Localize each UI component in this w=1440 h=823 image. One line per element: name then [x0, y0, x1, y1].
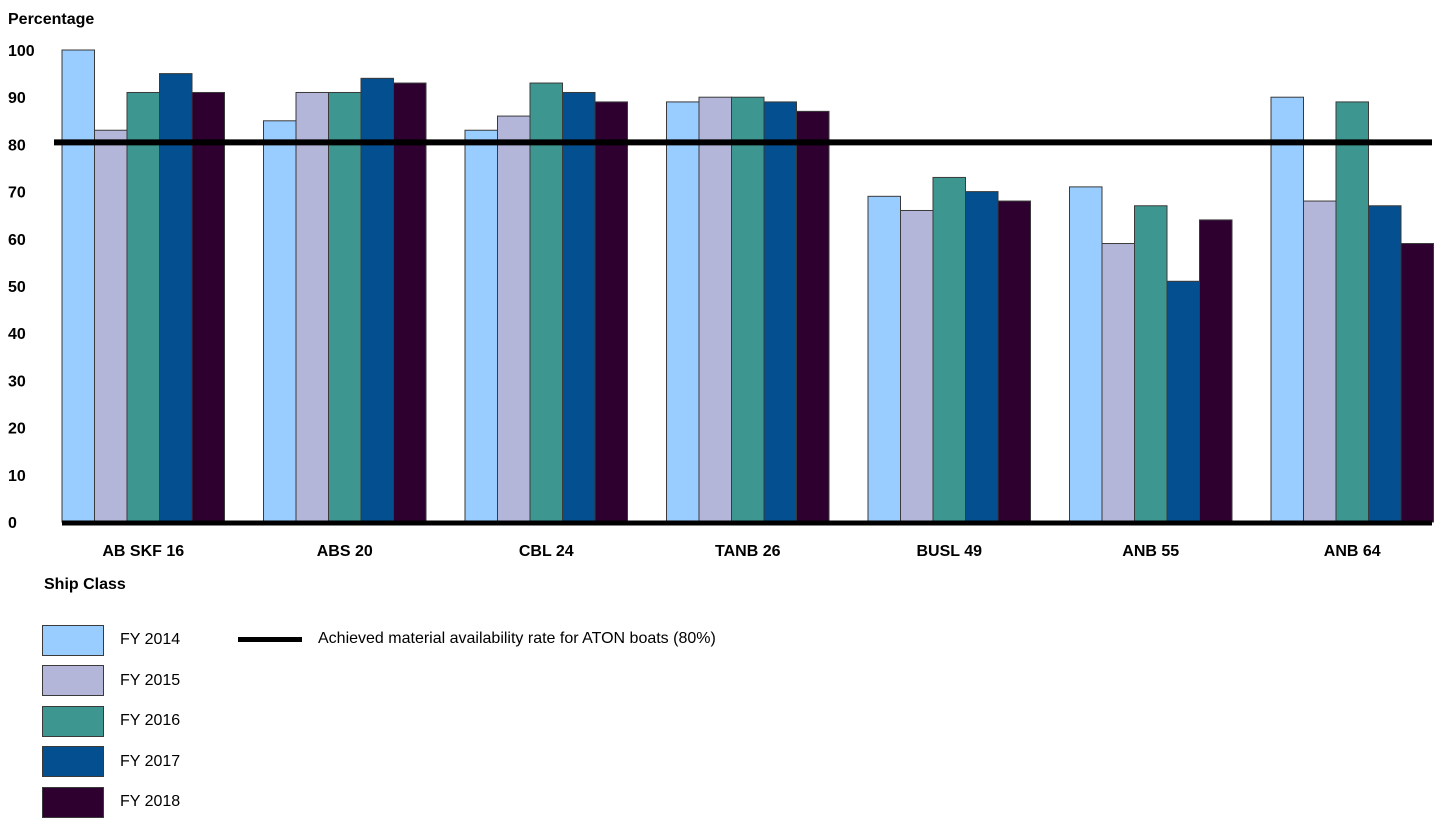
bar	[1069, 186, 1103, 523]
y-tick-label: 90	[8, 90, 26, 107]
bar	[360, 77, 394, 523]
bar	[1303, 200, 1337, 523]
bar	[61, 49, 95, 523]
category-label: TANB 26	[715, 543, 781, 560]
legend-swatch	[42, 665, 104, 697]
bar	[191, 91, 225, 523]
legend-label: FY 2017	[120, 752, 181, 770]
category-labels: AB SKF 16 ABS 20 CBL 24 TANB 26 BUSL 49 ANB 5…	[102, 543, 1380, 560]
legend-swatch	[42, 705, 104, 737]
bar	[763, 101, 797, 523]
bar	[698, 96, 732, 523]
legend-item: FY 2016	[42, 701, 180, 742]
y-axis-title: Percentage	[8, 11, 94, 28]
bar	[867, 195, 901, 523]
legend-swatch	[42, 746, 104, 778]
bar	[263, 120, 297, 523]
bar	[464, 129, 498, 523]
bar	[900, 209, 934, 523]
reference-line-swatch	[238, 636, 302, 642]
y-tick-label: 20	[8, 421, 26, 438]
y-tick-label: 30	[8, 373, 26, 390]
category-label: ANB 55	[1122, 543, 1179, 560]
bar	[94, 129, 128, 523]
legend-label: FY 2016	[120, 712, 181, 730]
bar	[159, 73, 193, 523]
bar	[666, 101, 700, 523]
bar	[1400, 243, 1434, 523]
bar	[562, 91, 596, 523]
category-label: AB SKF 16	[102, 543, 184, 560]
y-tick-label: 60	[8, 232, 26, 249]
bar	[529, 82, 563, 523]
legend-label: FY 2018	[120, 793, 181, 811]
y-tick-label: 10	[8, 468, 26, 485]
bar-chart: Percentage 0 10 20 30 40 50 60 70 80 90 100 AB SKF…	[8, 11, 1434, 593]
bar	[997, 200, 1031, 523]
bar	[1199, 219, 1233, 523]
legend-item: FY 2015	[42, 661, 180, 702]
y-tick-label: 80	[8, 137, 26, 154]
bar	[796, 110, 830, 523]
legend-swatch	[42, 624, 104, 656]
bar	[295, 91, 329, 523]
bar	[497, 115, 531, 523]
bar	[1166, 280, 1200, 523]
y-tick-label: 50	[8, 279, 26, 296]
category-label: ANB 64	[1324, 543, 1381, 560]
legend-item: FY 2018	[42, 782, 180, 823]
bar	[393, 82, 427, 523]
reference-line-legend: Achieved material availability rate for …	[238, 625, 716, 653]
legend-item: FY 2014	[42, 620, 180, 661]
category-label: BUSL 49	[916, 543, 982, 560]
category-label: CBL 24	[519, 543, 574, 560]
bar	[1368, 205, 1402, 523]
y-tick-label: 40	[8, 326, 26, 343]
legend-item: FY 2017	[42, 742, 180, 783]
y-tick-label: 100	[8, 43, 35, 60]
y-tick-label: 70	[8, 185, 26, 202]
x-axis-title: Ship Class	[44, 576, 126, 593]
bar	[932, 176, 966, 523]
y-axis-ticks: 0 10 20 30 40 50 60 70 80 90 100	[8, 43, 35, 532]
y-tick-label: 0	[8, 515, 17, 532]
bar	[126, 91, 160, 523]
bar	[1101, 243, 1135, 523]
bar	[965, 191, 999, 523]
bar	[1270, 96, 1304, 523]
bar	[1134, 205, 1168, 523]
legend-swatch	[42, 786, 104, 818]
bars	[61, 49, 1434, 523]
bar	[1335, 101, 1369, 523]
legend-label: FY 2014	[120, 631, 181, 649]
reference-line-label: Achieved material availability rate for …	[318, 630, 716, 647]
category-label: ABS 20	[317, 543, 373, 560]
legend-label: FY 2015	[120, 671, 181, 689]
bar	[731, 96, 765, 523]
bar	[328, 91, 362, 523]
legend: FY 2014 FY 2015 FY 2016 FY 2017 FY 2018	[42, 620, 180, 823]
bar	[594, 101, 628, 523]
